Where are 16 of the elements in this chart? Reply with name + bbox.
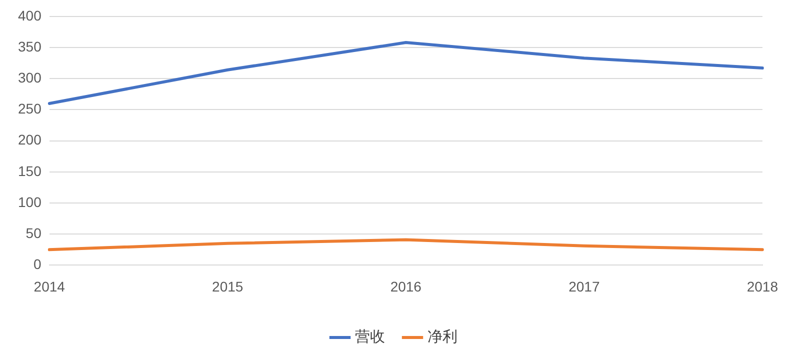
y-tick-label: 400	[18, 7, 42, 24]
x-tick-label: 2017	[568, 278, 600, 294]
x-tick-label: 2015	[212, 278, 244, 294]
y-tick-label: 300	[18, 69, 42, 86]
y-tick-label: 350	[18, 38, 42, 54]
y-tick-label: 250	[18, 100, 42, 117]
legend-label: 净利	[428, 327, 458, 346]
y-tick-label: 150	[18, 162, 42, 179]
y-tick-label: 50	[26, 224, 42, 241]
y-tick-label: 0	[34, 256, 42, 272]
x-tick-label: 2018	[746, 278, 778, 294]
y-tick-label: 100	[18, 194, 42, 210]
x-tick-label: 2016	[390, 278, 422, 294]
x-tick-label: 2014	[34, 278, 66, 294]
legend-label: 营收	[355, 327, 385, 346]
y-tick-label: 200	[18, 132, 42, 148]
